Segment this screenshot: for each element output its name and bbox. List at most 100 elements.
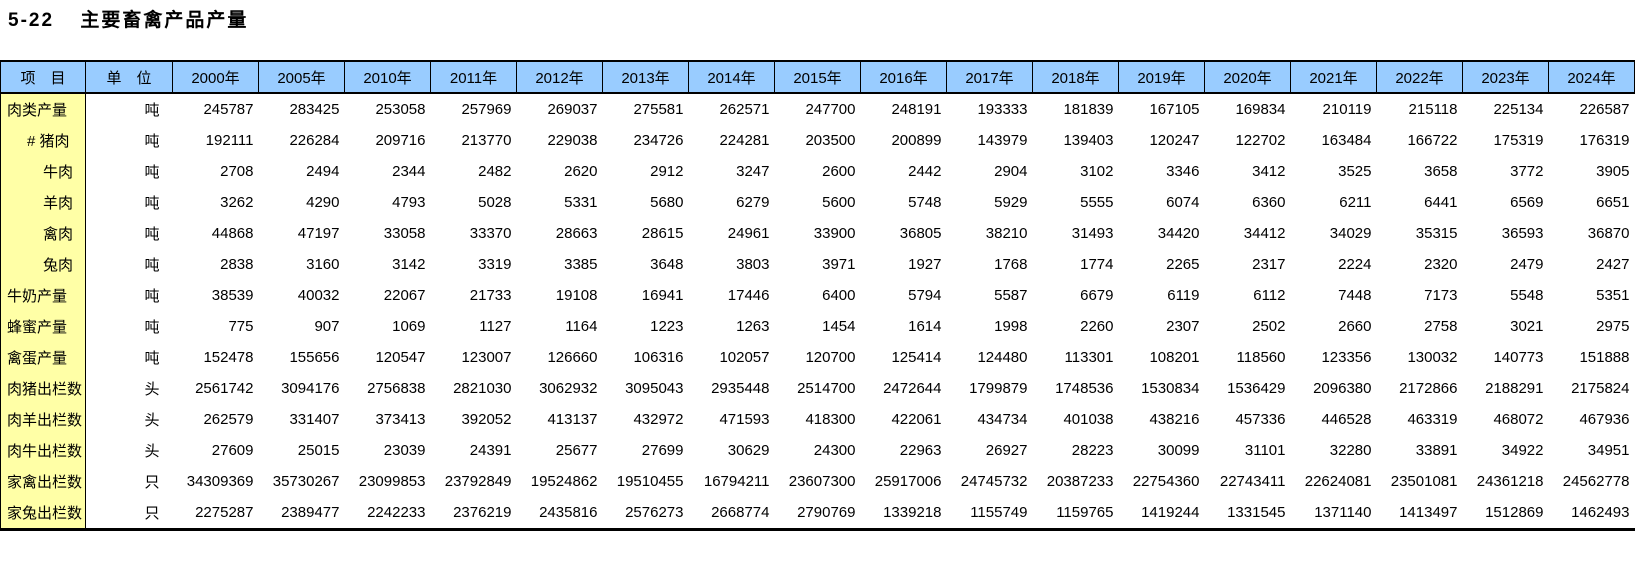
cell-value: 23039 — [383, 442, 426, 459]
cell-value: 21733 — [469, 287, 512, 304]
cell-value: 31493 — [1071, 225, 1114, 242]
cell-value: 5680 — [650, 194, 684, 211]
cell-value: 23099853 — [358, 473, 426, 490]
row-unit: 吨 — [144, 319, 160, 336]
cell-value: 6112 — [1253, 287, 1286, 304]
cell-value: 2389477 — [281, 504, 340, 521]
cell-value: 36870 — [1587, 225, 1630, 242]
cell-value: 3971 — [822, 256, 856, 273]
cell-value: 6651 — [1596, 194, 1630, 211]
row-unit: 吨 — [144, 102, 160, 119]
cell-value: 6679 — [1080, 287, 1114, 304]
cell-value: 1927 — [908, 256, 942, 273]
table-body: 肉类产量吨 245787 283425 253058 257969 269037 27558… — [0, 93, 1635, 530]
cell-value: 1223 — [650, 318, 684, 335]
row-unit: 吨 — [144, 195, 160, 212]
row-label: 肉类产量 — [0, 93, 86, 125]
row-unit: 头 — [144, 412, 160, 429]
cell-value: 38210 — [985, 225, 1028, 242]
cell-value: 1462493 — [1571, 504, 1630, 521]
cell-value: 35730267 — [272, 473, 340, 490]
cell-value: 2224 — [1338, 256, 1372, 273]
cell-value: 139403 — [1063, 132, 1114, 149]
cell-value: 1512869 — [1485, 504, 1544, 521]
cell-value: 2482 — [478, 163, 512, 180]
cell-value: 7173 — [1424, 287, 1458, 304]
cell-value: 6074 — [1166, 194, 1200, 211]
cell-value: 467936 — [1579, 411, 1630, 428]
header-year: 2005年 — [258, 60, 345, 94]
cell-value: 3412 — [1252, 163, 1286, 180]
header-year: 2021年 — [1290, 60, 1377, 94]
cell-value: 38539 — [211, 287, 254, 304]
cell-value: 2600 — [822, 163, 856, 180]
cell-value: 6441 — [1424, 194, 1458, 211]
cell-value: 2975 — [1596, 318, 1630, 335]
cell-value: 1768 — [994, 256, 1028, 273]
header-year: 2010年 — [344, 60, 431, 94]
cell-value: 3262 — [220, 194, 254, 211]
cell-value: 22963 — [899, 442, 942, 459]
cell-value: 19108 — [555, 287, 598, 304]
cell-value: 775 — [228, 318, 254, 335]
cell-value: 6569 — [1510, 194, 1544, 211]
cell-value: 226284 — [289, 132, 340, 149]
cell-value: 5794 — [908, 287, 942, 304]
cell-value: 6400 — [822, 287, 856, 304]
cell-value: 2494 — [306, 163, 340, 180]
cell-value: 47197 — [297, 225, 340, 242]
cell-value: 36805 — [899, 225, 942, 242]
cell-value: 2668774 — [711, 504, 770, 521]
cell-value: 3095043 — [625, 380, 684, 397]
cell-value: 2096380 — [1313, 380, 1372, 397]
cell-value: 120700 — [805, 349, 856, 366]
cell-value: 434734 — [977, 411, 1028, 428]
header-item: 项 目 — [0, 60, 86, 94]
cell-value: 203500 — [805, 132, 856, 149]
cell-value: 5748 — [908, 194, 942, 211]
cell-value: 257969 — [461, 101, 512, 118]
cell-value: 253058 — [375, 101, 426, 118]
cell-value: 262579 — [203, 411, 254, 428]
cell-value: 432972 — [633, 411, 684, 428]
cell-value: 24745732 — [960, 473, 1028, 490]
cell-value: 269037 — [547, 101, 598, 118]
cell-value: 23607300 — [788, 473, 856, 490]
cell-value: 3319 — [478, 256, 512, 273]
cell-value: 2620 — [564, 163, 598, 180]
cell-value: 3772 — [1510, 163, 1544, 180]
cell-value: 17446 — [727, 287, 770, 304]
table-row: # 猪肉 吨 192111 226284 209716 213770 229038 23472… — [0, 125, 1635, 156]
cell-value: 123007 — [461, 349, 512, 366]
cell-value: 24300 — [813, 442, 856, 459]
cell-value: 262571 — [719, 101, 770, 118]
cell-value: 7448 — [1338, 287, 1372, 304]
cell-value: 123356 — [1321, 349, 1372, 366]
cell-value: 3102 — [1080, 163, 1114, 180]
cell-value: 2514700 — [797, 380, 856, 397]
cell-value: 22754360 — [1132, 473, 1200, 490]
cell-value: 22743411 — [1219, 473, 1286, 490]
cell-value: 1339218 — [883, 504, 942, 521]
cell-value: 234726 — [633, 132, 684, 149]
cell-value: 118560 — [1236, 349, 1286, 366]
cell-value: 1331545 — [1227, 504, 1286, 521]
cell-value: 373413 — [375, 411, 426, 428]
cell-value: 2317 — [1252, 256, 1286, 273]
header-year: 2000年 — [172, 60, 259, 94]
cell-value: 175319 — [1493, 132, 1544, 149]
cell-value: 108201 — [1149, 349, 1200, 366]
cell-value: 247700 — [805, 101, 856, 118]
header-unit: 单 位 — [85, 60, 173, 94]
cell-value: 25677 — [555, 442, 598, 459]
cell-value: 192111 — [205, 132, 254, 149]
cell-value: 446528 — [1321, 411, 1372, 428]
cell-value: 2838 — [220, 256, 254, 273]
cell-value: 4793 — [392, 194, 426, 211]
cell-value: 32280 — [1329, 442, 1372, 459]
cell-value: 16941 — [641, 287, 684, 304]
cell-value: 2561742 — [195, 380, 254, 397]
cell-value: 1127 — [479, 318, 512, 335]
cell-value: 1530834 — [1141, 380, 1200, 397]
cell-value: 34922 — [1501, 442, 1544, 459]
